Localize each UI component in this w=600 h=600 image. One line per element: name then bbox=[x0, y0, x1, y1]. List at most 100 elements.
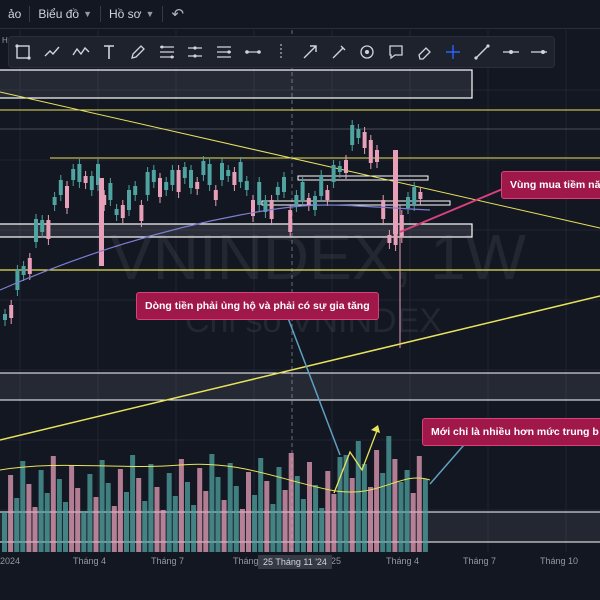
candle-body bbox=[387, 235, 392, 243]
candle-body bbox=[381, 200, 386, 219]
volume-bar bbox=[276, 467, 282, 552]
candle-body bbox=[46, 220, 51, 239]
arrow-icon[interactable] bbox=[299, 41, 321, 63]
candle-body bbox=[319, 175, 324, 196]
hline-icon[interactable] bbox=[500, 41, 522, 63]
trend-icon[interactable] bbox=[41, 41, 63, 63]
callout-volume-note: Mới chỉ là nhiều hơn mức trung b bbox=[422, 418, 600, 446]
volume-bar bbox=[337, 457, 343, 552]
menu-divider bbox=[162, 6, 164, 22]
cursor-icon[interactable] bbox=[328, 41, 350, 63]
chart-menu-label: Biểu đồ bbox=[38, 7, 80, 21]
candle-body bbox=[189, 170, 193, 188]
candle-body bbox=[251, 200, 255, 216]
candle-body bbox=[77, 164, 82, 182]
volume-bar bbox=[343, 455, 349, 552]
candle-body bbox=[71, 169, 76, 180]
volume-bar bbox=[386, 436, 392, 552]
candle-body bbox=[412, 187, 417, 205]
menu-item-partial[interactable]: ảo bbox=[0, 0, 29, 28]
volume-bar bbox=[38, 470, 44, 552]
channel-icon[interactable] bbox=[184, 41, 206, 63]
candle-body bbox=[399, 215, 404, 237]
volume-bar bbox=[325, 471, 331, 552]
candle-body bbox=[201, 161, 206, 175]
volume-bar bbox=[185, 482, 190, 552]
volume-bar bbox=[313, 485, 319, 552]
volume-ma-line bbox=[0, 463, 431, 493]
volume-bar bbox=[14, 498, 20, 552]
extend-line-icon[interactable] bbox=[528, 41, 550, 63]
volume-bar bbox=[203, 491, 209, 552]
candle-body bbox=[337, 166, 342, 172]
brush-icon[interactable] bbox=[127, 41, 149, 63]
candle-body bbox=[306, 198, 311, 205]
volume-bar bbox=[75, 488, 81, 552]
candle-body bbox=[368, 140, 373, 163]
callout-arrow bbox=[287, 317, 341, 456]
comment-icon[interactable] bbox=[385, 41, 407, 63]
chevron-down-icon: ▼ bbox=[145, 9, 155, 19]
candle-body bbox=[182, 167, 187, 178]
circle-icon[interactable] bbox=[356, 41, 378, 63]
undo-icon: ↶ bbox=[171, 6, 185, 23]
text-icon[interactable] bbox=[98, 41, 120, 63]
crosshair-icon[interactable] bbox=[442, 41, 464, 63]
volume-bar bbox=[398, 482, 404, 552]
wave-icon[interactable] bbox=[70, 41, 92, 63]
range-icon[interactable] bbox=[242, 41, 264, 63]
volume-bar bbox=[392, 459, 398, 552]
candle-body bbox=[356, 129, 361, 138]
volume-bar bbox=[374, 450, 380, 552]
square-icon[interactable] bbox=[12, 41, 34, 63]
candle-body bbox=[58, 180, 63, 195]
volume-bar bbox=[20, 461, 26, 552]
candle-body bbox=[195, 182, 200, 189]
candle-body bbox=[114, 209, 119, 215]
candle-body bbox=[244, 181, 249, 190]
candle-body bbox=[263, 200, 268, 212]
candle-body bbox=[300, 182, 305, 200]
fib-icon[interactable] bbox=[156, 41, 178, 63]
candle-body bbox=[3, 314, 7, 320]
volume-bar bbox=[191, 505, 197, 552]
volume-bar bbox=[2, 512, 7, 552]
volume-bar bbox=[69, 465, 75, 552]
volume-bar bbox=[270, 504, 276, 552]
volume-bar bbox=[246, 472, 251, 552]
volume-bar bbox=[124, 492, 129, 552]
candle-body bbox=[102, 195, 107, 205]
profile-menu[interactable]: Hồ sơ ▼ bbox=[101, 0, 162, 28]
candle-body bbox=[65, 186, 69, 208]
ray-icon[interactable] bbox=[270, 41, 292, 63]
menu-divider bbox=[29, 6, 31, 22]
candle-body bbox=[21, 266, 26, 275]
volume-bar bbox=[63, 502, 68, 552]
volume-bar bbox=[349, 478, 355, 552]
chart-menu[interactable]: Biểu đồ ▼ bbox=[30, 0, 100, 28]
eraser-icon[interactable] bbox=[414, 41, 436, 63]
volume-bar bbox=[227, 463, 233, 552]
time-axis-label: Tháng 7 bbox=[463, 556, 497, 566]
candle-body bbox=[226, 170, 231, 176]
candle-body bbox=[164, 182, 169, 190]
top-menu-bar: ảo Biểu đồ ▼ Hồ sơ ▼ ↶ bbox=[0, 0, 600, 29]
volume-bar bbox=[44, 493, 50, 552]
volume-bar bbox=[142, 501, 148, 552]
volume-bar bbox=[197, 468, 203, 552]
time-axis-label: 25 bbox=[331, 556, 342, 566]
candle-body bbox=[362, 132, 367, 148]
undo-button[interactable]: ↶ bbox=[163, 0, 192, 28]
candle-body bbox=[133, 186, 138, 195]
volume-bar bbox=[32, 507, 38, 552]
volume-bar bbox=[355, 441, 361, 552]
pitchfork-icon[interactable] bbox=[213, 41, 235, 63]
volume-bar bbox=[361, 464, 367, 552]
line-icon[interactable] bbox=[471, 41, 493, 63]
candle-body bbox=[393, 230, 398, 245]
candle-body bbox=[350, 125, 355, 145]
drawing-toolbar bbox=[8, 36, 555, 68]
candle-body bbox=[83, 176, 88, 183]
volume-bar bbox=[252, 495, 258, 552]
